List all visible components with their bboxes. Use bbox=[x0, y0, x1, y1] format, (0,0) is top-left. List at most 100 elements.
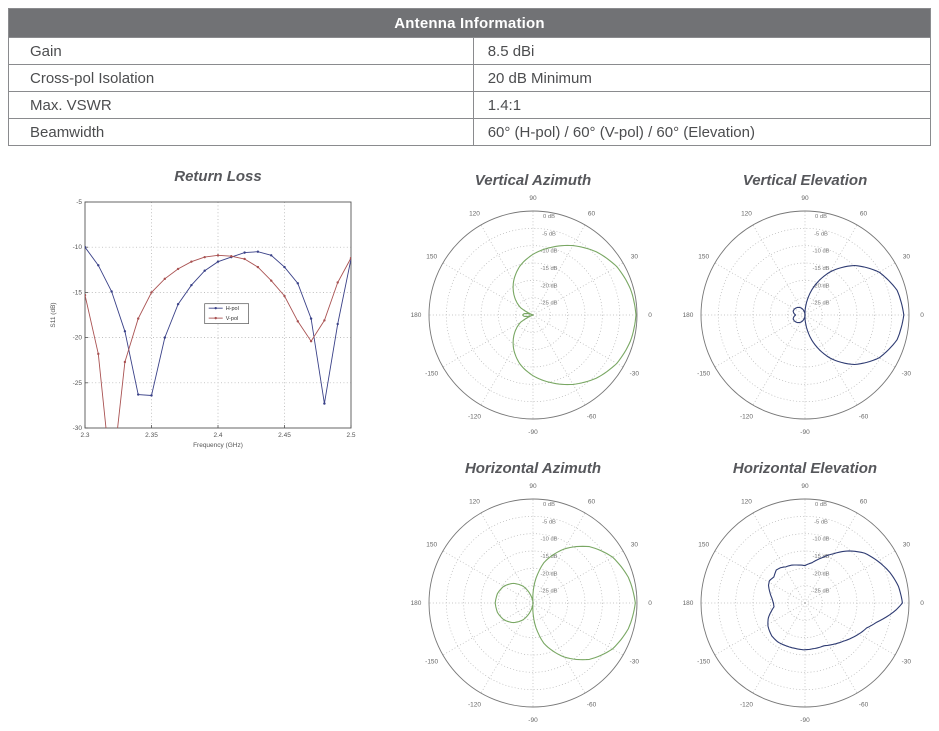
svg-text:-120: -120 bbox=[468, 413, 481, 420]
svg-text:-15 dB: -15 dB bbox=[540, 554, 557, 560]
svg-text:-5: -5 bbox=[76, 199, 82, 206]
svg-text:-150: -150 bbox=[425, 371, 438, 378]
svg-text:0 dB: 0 dB bbox=[543, 214, 555, 220]
return-loss-chart: Return Loss 2.3 2.35 2.4 2.45 2.5 -5 -10 -15 -20… bbox=[38, 164, 373, 456]
svg-text:60: 60 bbox=[588, 211, 596, 218]
svg-text:-15: -15 bbox=[73, 289, 83, 296]
svg-text:60: 60 bbox=[588, 499, 596, 506]
svg-text:-30: -30 bbox=[630, 371, 640, 378]
row-label: Cross-pol Isolation bbox=[8, 64, 474, 92]
svg-text:120: 120 bbox=[741, 211, 752, 218]
svg-text:0 dB: 0 dB bbox=[543, 502, 555, 508]
svg-text:V-pol: V-pol bbox=[226, 316, 239, 322]
svg-text:-90: -90 bbox=[800, 429, 810, 436]
svg-text:2.4: 2.4 bbox=[213, 432, 222, 439]
svg-text:-15 dB: -15 dB bbox=[812, 266, 829, 272]
svg-text:150: 150 bbox=[698, 542, 709, 549]
antenna-info-table-body: Gain 8.5 dBi Cross-pol Isolation 20 dB M… bbox=[8, 37, 932, 146]
svg-text:-30: -30 bbox=[73, 425, 83, 432]
svg-text:30: 30 bbox=[903, 254, 911, 261]
return-loss-plot: 2.3 2.35 2.4 2.45 2.5 -5 -10 -15 -20 -25 -30 Freque… bbox=[50, 199, 356, 449]
svg-text:60: 60 bbox=[860, 499, 868, 506]
svg-text:150: 150 bbox=[698, 254, 709, 261]
svg-text:-60: -60 bbox=[587, 413, 597, 420]
svg-text:180: 180 bbox=[411, 600, 422, 607]
polar-grid: 90 60 30 0 -30 -60 -90 -120 -150 180 150 120 0 dB -5 … bbox=[683, 483, 925, 724]
svg-text:-20: -20 bbox=[73, 335, 83, 342]
radiation-pattern bbox=[792, 264, 905, 366]
svg-text:0 dB: 0 dB bbox=[815, 502, 827, 508]
svg-text:60: 60 bbox=[860, 211, 868, 218]
row-label: Max. VSWR bbox=[8, 91, 474, 119]
return-loss-title: Return Loss bbox=[174, 168, 262, 185]
svg-text:-25 dB: -25 dB bbox=[812, 589, 829, 595]
svg-text:-25 dB: -25 dB bbox=[540, 589, 557, 595]
table-row-gain: Gain 8.5 dBi bbox=[8, 37, 932, 65]
polar-grid: 90 60 30 0 -30 -60 -90 -120 -150 180 150 120 0 dB -5 … bbox=[411, 483, 653, 724]
svg-text:-150: -150 bbox=[425, 659, 438, 666]
svg-text:-10 dB: -10 dB bbox=[540, 249, 557, 255]
svg-text:-20 dB: -20 dB bbox=[812, 571, 829, 577]
svg-text:30: 30 bbox=[631, 542, 639, 549]
svg-text:S11 (dB): S11 (dB) bbox=[50, 302, 57, 327]
svg-text:H-pol: H-pol bbox=[226, 306, 239, 312]
svg-text:2.3: 2.3 bbox=[80, 432, 89, 439]
radiation-pattern bbox=[767, 550, 903, 651]
svg-text:90: 90 bbox=[529, 195, 537, 202]
svg-text:-150: -150 bbox=[697, 659, 710, 666]
vertical-elevation-title: Vertical Elevation bbox=[742, 172, 868, 189]
vertical-azimuth-title: Vertical Azimuth bbox=[474, 172, 592, 189]
horizontal-elevation-title: Horizontal Elevation bbox=[732, 460, 878, 477]
svg-text:-5 dB: -5 dB bbox=[814, 519, 828, 525]
horizontal-azimuth-title: Horizontal Azimuth bbox=[464, 460, 602, 477]
horizontal-elevation-chart: Horizontal Elevation 90 60 30 0 -30 -60 -90 -12… bbox=[680, 456, 930, 731]
svg-text:180: 180 bbox=[411, 312, 422, 319]
table-row-max-vswr: Max. VSWR 1.4:1 bbox=[8, 91, 932, 119]
antenna-info-table-head: Antenna Information bbox=[8, 8, 931, 38]
svg-text:90: 90 bbox=[801, 483, 809, 490]
svg-text:2.35: 2.35 bbox=[145, 432, 158, 439]
svg-text:-30: -30 bbox=[902, 659, 912, 666]
svg-text:-60: -60 bbox=[587, 701, 597, 708]
svg-text:120: 120 bbox=[469, 211, 480, 218]
horizontal-azimuth-plot: 90 60 30 0 -30 -60 -90 -120 -150 180 150 120 0 dB -5 … bbox=[411, 483, 653, 724]
svg-text:-90: -90 bbox=[528, 429, 538, 436]
svg-text:-120: -120 bbox=[740, 701, 753, 708]
svg-text:0: 0 bbox=[648, 600, 652, 607]
svg-text:0: 0 bbox=[648, 312, 652, 319]
polar-grid: 90 60 30 0 -30 -60 -90 -120 -150 180 150 120 0 dB -5 … bbox=[411, 195, 653, 436]
svg-text:-25: -25 bbox=[73, 380, 83, 387]
svg-text:180: 180 bbox=[683, 312, 694, 319]
polar-grid: 90 60 30 0 -30 -60 -90 -120 -150 180 150 120 0 dB -5 … bbox=[683, 195, 925, 436]
svg-text:30: 30 bbox=[903, 542, 911, 549]
svg-text:-90: -90 bbox=[528, 717, 538, 724]
svg-text:-60: -60 bbox=[859, 413, 869, 420]
row-value: 8.5 dBi bbox=[472, 37, 932, 65]
svg-text:150: 150 bbox=[426, 542, 437, 549]
svg-text:-5 dB: -5 dB bbox=[542, 519, 556, 525]
svg-text:-120: -120 bbox=[468, 701, 481, 708]
svg-text:-15 dB: -15 dB bbox=[540, 266, 557, 272]
row-label: Gain bbox=[8, 37, 474, 65]
svg-text:Frequency (GHz): Frequency (GHz) bbox=[193, 442, 243, 449]
svg-text:-150: -150 bbox=[697, 371, 710, 378]
svg-text:150: 150 bbox=[426, 254, 437, 261]
svg-text:-10 dB: -10 dB bbox=[540, 537, 557, 543]
svg-text:120: 120 bbox=[469, 499, 480, 506]
svg-text:120: 120 bbox=[741, 499, 752, 506]
svg-text:2.45: 2.45 bbox=[278, 432, 291, 439]
radiation-pattern bbox=[494, 545, 636, 661]
radiation-pattern bbox=[512, 244, 637, 386]
svg-text:-5 dB: -5 dB bbox=[542, 231, 556, 237]
svg-text:-10: -10 bbox=[73, 244, 83, 251]
row-value: 20 dB Minimum bbox=[472, 64, 932, 92]
svg-text:0: 0 bbox=[920, 312, 924, 319]
table-row-beamwidth: Beamwidth 60° (H-pol) / 60° (V-pol) / 60… bbox=[8, 118, 932, 146]
svg-text:-30: -30 bbox=[902, 371, 912, 378]
row-value: 60° (H-pol) / 60° (V-pol) / 60° (Elevati… bbox=[472, 118, 932, 146]
table-row-cross-pol-isolation: Cross-pol Isolation 20 dB Minimum bbox=[8, 64, 932, 92]
vertical-elevation-chart: Vertical Elevation 90 60 30 0 -30 -60 -90 -120 -… bbox=[680, 168, 930, 446]
antenna-info-table: Antenna Information Gain 8.5 dBi Cross-p… bbox=[8, 8, 932, 146]
svg-text:30: 30 bbox=[631, 254, 639, 261]
